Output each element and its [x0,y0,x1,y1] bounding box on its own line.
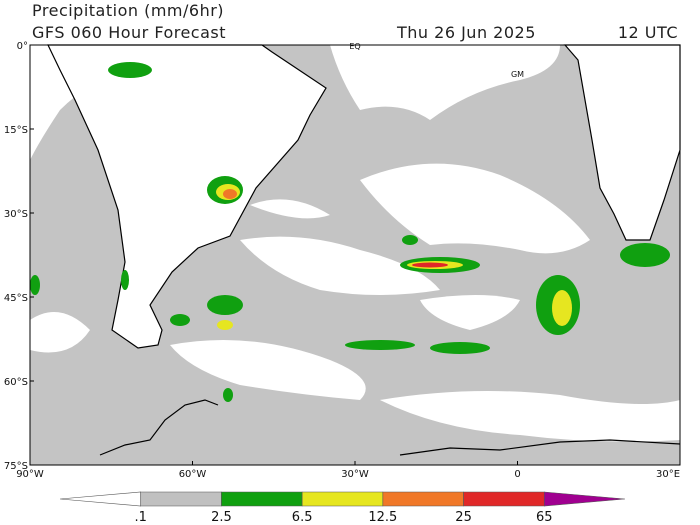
colorbar-segment [543,491,626,507]
map-annotation: EQ [349,42,360,51]
lon-label: 30°W [341,469,369,480]
colorbar-label: 12.5 [368,510,397,525]
colorbar-segment [463,491,545,507]
lon-label: 60°W [179,469,207,480]
colorbar-label: 6.5 [292,510,313,525]
lat-label: 15°S [4,125,28,136]
colorbar-segment [301,491,384,507]
time: 12 UTC [618,23,678,42]
colorbar-label: 65 [536,510,553,525]
lat-label: 0° [17,41,28,52]
lat-label: 45°S [4,293,28,304]
lon-label: 0 [514,469,520,480]
colorbar-label: 25 [455,510,472,525]
lat-label: 30°S [4,209,28,220]
date: Thu 26 Jun 2025 [396,23,536,42]
title: Precipitation (mm/6hr) [32,1,224,20]
colorbar-segment [59,491,142,507]
model: GFS 060 Hour Forecast [32,23,226,42]
map-annotation: GM [511,70,524,79]
map: 90°W 60°W 30°W 0 30°E 0° 15°S 30°S 45°S 60°S 75°S E… [4,41,681,480]
colorbar-segment [221,491,303,507]
lon-label: 30°E [656,469,680,480]
dry-areas [30,45,680,442]
lat-label: 75°S [4,461,28,472]
colorbar: .1 2.5 6.5 12.5 25 65 [59,491,626,525]
lon-label: 90°W [16,469,44,480]
lat-label: 60°S [4,377,28,388]
graticule-labels: 90°W 60°W 30°W 0 30°E 0° 15°S 30°S 45°S 60°S 75°S E… [4,41,681,480]
precip-blobs [30,62,670,402]
colorbar-segment [382,491,464,507]
colorbar-label: .1 [135,510,147,525]
colorbar-label: 2.5 [211,510,232,525]
colorbar-segment [140,491,222,507]
